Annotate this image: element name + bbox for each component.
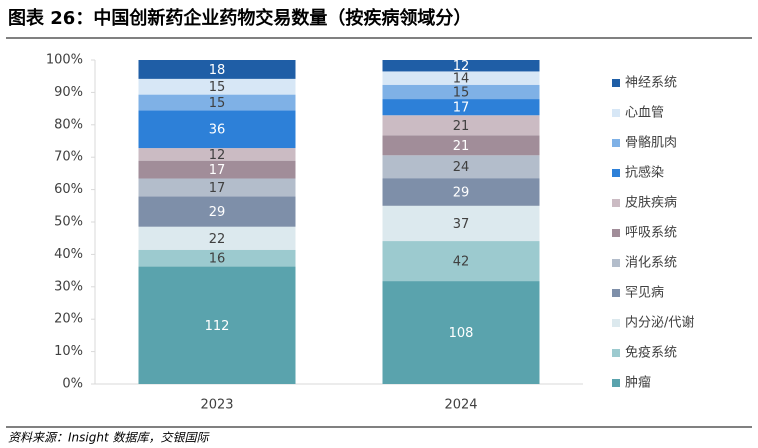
data-label: 36 — [209, 123, 226, 138]
legend-label: 肿瘤 — [625, 375, 651, 391]
data-label: 12 — [453, 59, 470, 74]
data-label: 21 — [453, 139, 470, 154]
data-label: 37 — [453, 217, 470, 232]
data-label: 29 — [209, 205, 226, 220]
legend-swatch — [612, 139, 620, 147]
bar-segment — [382, 99, 540, 116]
bar-segment — [382, 178, 540, 206]
y-tick-label: 20% — [54, 312, 83, 327]
data-label: 16 — [209, 252, 226, 267]
legend-label: 呼吸系统 — [625, 226, 677, 241]
x-tick-label: 2024 — [444, 398, 477, 413]
legend-label: 罕见病 — [625, 286, 664, 301]
bar-segment — [382, 281, 540, 384]
legend-label: 内分泌/代谢 — [625, 315, 694, 331]
bar-segment — [138, 249, 296, 267]
bar-segment — [382, 205, 540, 242]
data-label: 12 — [209, 148, 226, 163]
bar-segment — [138, 94, 296, 111]
y-tick-label: 80% — [54, 117, 83, 132]
y-tick-label: 10% — [54, 344, 83, 359]
data-label: 108 — [449, 326, 474, 341]
bar-segment — [382, 115, 540, 136]
source: 资料来源：Insight 数据库，交银国际 — [8, 431, 210, 445]
y-tick-label: 100% — [46, 53, 83, 68]
bar-segment — [382, 135, 540, 156]
data-label: 22 — [209, 232, 226, 247]
data-label: 29 — [453, 185, 470, 200]
y-tick-label: 0% — [62, 377, 83, 392]
data-label: 17 — [453, 101, 470, 116]
bar-segment — [138, 148, 296, 161]
bar-segment — [138, 196, 296, 227]
legend-swatch — [612, 319, 620, 327]
legend-swatch — [612, 289, 620, 297]
bar-segment — [138, 60, 296, 79]
data-label: 24 — [453, 160, 470, 175]
legend-swatch — [612, 349, 620, 357]
y-tick-label: 70% — [54, 150, 83, 165]
bar-segment — [138, 160, 296, 179]
legend-label: 消化系统 — [625, 256, 677, 271]
bar-segment — [382, 155, 540, 179]
x-tick-label: 2023 — [200, 398, 233, 413]
bar-segment — [382, 84, 540, 100]
bar-segment — [138, 110, 296, 149]
data-label: 17 — [209, 181, 226, 196]
legend-swatch — [612, 79, 620, 87]
bar-segment — [382, 71, 540, 85]
bar-segment — [382, 241, 540, 282]
bar-segment — [382, 60, 540, 72]
legend-swatch — [612, 109, 620, 117]
data-label: 17 — [209, 163, 226, 178]
y-tick-label: 30% — [54, 279, 83, 294]
data-label: 15 — [209, 96, 226, 111]
legend-label: 骨骼肌肉 — [625, 135, 677, 151]
legend-label: 抗感染 — [625, 165, 664, 181]
legend-label: 神经系统 — [625, 76, 677, 91]
data-label: 112 — [205, 319, 230, 334]
bar-segment — [138, 266, 296, 384]
bar-segment — [138, 178, 296, 197]
y-tick-label: 40% — [54, 247, 83, 262]
y-tick-label: 50% — [54, 215, 83, 230]
legend-label: 免疫系统 — [625, 345, 677, 361]
legend-label: 心血管 — [625, 106, 664, 121]
legend-swatch — [612, 229, 620, 237]
data-label: 42 — [453, 255, 470, 270]
legend-swatch — [612, 169, 620, 177]
y-tick-label: 90% — [54, 85, 83, 100]
data-label: 21 — [453, 119, 470, 134]
legend-swatch — [612, 379, 620, 387]
y-tick-label: 60% — [54, 182, 83, 197]
legend-swatch — [612, 259, 620, 267]
bar-segment — [138, 226, 296, 250]
legend-swatch — [612, 199, 620, 207]
data-label: 14 — [453, 72, 470, 87]
data-label: 15 — [453, 85, 470, 100]
chart-title: 图表 26：中国创新药企业药物交易数量（按疾病领域分） — [8, 7, 471, 29]
data-label: 15 — [209, 80, 226, 95]
data-label: 18 — [209, 63, 226, 78]
bar-segment — [138, 78, 296, 95]
legend-label: 皮肤疾病 — [625, 196, 677, 211]
